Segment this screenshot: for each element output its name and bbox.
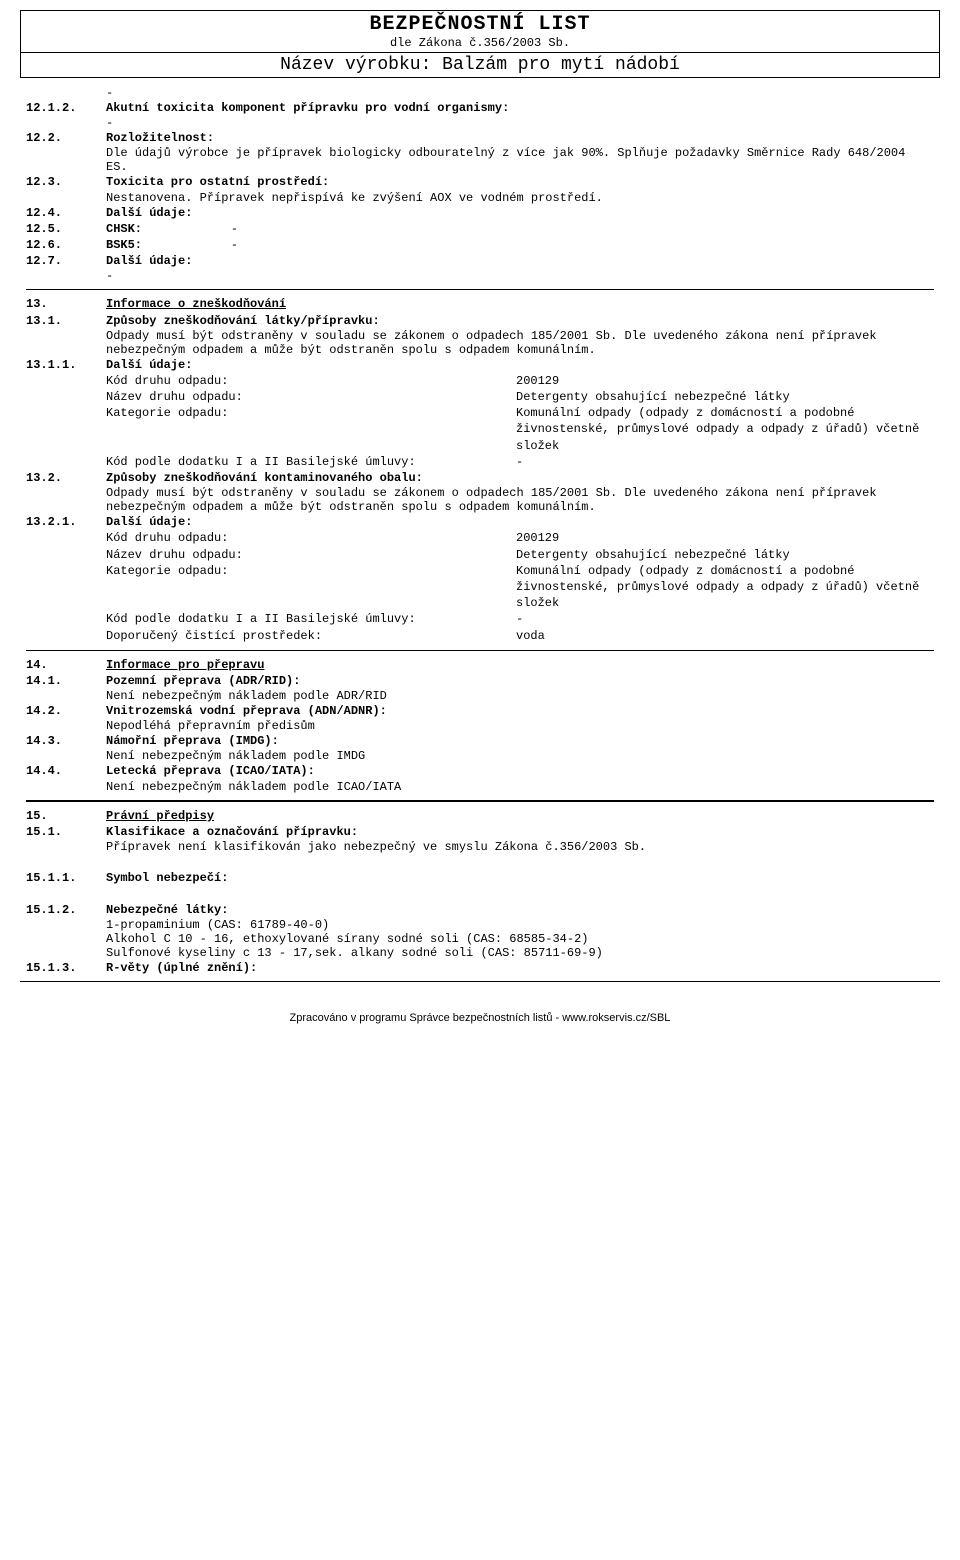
section-num: 13.1. — [26, 313, 106, 329]
section-label: Způsoby zneškodňování kontaminovaného ob… — [106, 470, 934, 486]
document-header-table: BEZPEČNOSTNÍ LIST dle Zákona č.356/2003 … — [20, 10, 940, 78]
section-heading: Informace o zneškodňování — [106, 296, 934, 312]
section-num: 15.1. — [26, 824, 106, 840]
section-num: 12.5. — [26, 221, 106, 237]
section-label: R-věty (úplné znění): — [106, 960, 934, 976]
section-label: Klasifikace a označování přípravku: — [106, 824, 934, 840]
body-text: Není nebezpečným nákladem podle ADR/RID — [106, 689, 934, 703]
section-label: Pozemní přeprava (ADR/RID): — [106, 673, 934, 689]
section-num: 15. — [26, 808, 106, 824]
body-text: - — [106, 269, 934, 283]
section-label: Další údaje: — [106, 205, 934, 221]
section-label: Námořní přeprava (IMDG): — [106, 733, 934, 749]
kv-val: 200129 — [516, 373, 934, 389]
section-num: 13.2. — [26, 470, 106, 486]
section-num: 14.3. — [26, 733, 106, 749]
footer-text: Zpracováno v programu Správce bezpečnost… — [20, 1012, 940, 1024]
kv-key: Doporučený čistící prostředek: — [106, 628, 516, 644]
section-num: 14. — [26, 657, 106, 673]
section-label: Vnitrozemská vodní přeprava (ADN/ADNR): — [106, 703, 934, 719]
section-num: 15.1.3. — [26, 960, 106, 976]
value-text: - — [231, 238, 238, 252]
header-sub: dle Zákona č.356/2003 Sb. — [29, 36, 931, 50]
label-text: BSK5: — [106, 237, 166, 253]
section-num: 14.2. — [26, 703, 106, 719]
body-text: Odpady musí být odstraněny v souladu se … — [106, 486, 934, 514]
kv-key: Kód podle dodatku I a II Basilejské úmlu… — [106, 611, 516, 627]
divider — [26, 289, 934, 290]
section-num: 13.1.1. — [26, 357, 106, 373]
section-num: 12.1.2. — [26, 100, 106, 116]
body-text: - — [106, 116, 934, 130]
header-cell-top: BEZPEČNOSTNÍ LIST dle Zákona č.356/2003 … — [21, 11, 940, 53]
kv-key: Název druhu odpadu: — [106, 389, 516, 405]
section-heading: Právní předpisy — [106, 808, 934, 824]
section-num: 13.2.1. — [26, 514, 106, 530]
body-text: Odpady musí být odstraněny v souladu se … — [106, 329, 934, 357]
section-num: 13. — [26, 296, 106, 312]
body-text: Dle údajů výrobce je přípravek biologick… — [106, 146, 934, 174]
kv-key: Kategorie odpadu: — [106, 405, 516, 454]
spacer — [26, 854, 934, 870]
kv-val: Komunální odpady (odpady z domácností a … — [516, 405, 934, 454]
body-text: Přípravek není klasifikován jako nebezpe… — [106, 840, 934, 854]
section-heading: Informace pro přepravu — [106, 657, 934, 673]
body-text: Není nebezpečným nákladem podle IMDG — [106, 749, 934, 763]
section-label: Způsoby zneškodňování látky/přípravku: — [106, 313, 934, 329]
section-num: 12.7. — [26, 253, 106, 269]
body-text: Sulfonové kyseliny c 13 - 17,sek. alkany… — [106, 946, 934, 960]
section-num: 14.4. — [26, 763, 106, 779]
divider — [26, 650, 934, 651]
thick-divider — [26, 800, 934, 802]
kv-key: Kód druhu odpadu: — [106, 530, 516, 546]
kv-val: Komunální odpady (odpady z domácností a … — [516, 563, 934, 612]
kv-key: Kategorie odpadu: — [106, 563, 516, 612]
body-text: Nestanovena. Přípravek nepřispívá ke zvý… — [106, 191, 934, 205]
kv-val: - — [516, 611, 934, 627]
kv-val: Detergenty obsahující nebezpečné látky — [516, 389, 934, 405]
section-num: 15.1.1. — [26, 870, 106, 886]
section-label: Toxicita pro ostatní prostředí: — [106, 174, 934, 190]
document-body: - 12.1.2. Akutní toxicita komponent příp… — [20, 86, 940, 977]
header-main-title: BEZPEČNOSTNÍ LIST — [29, 13, 931, 36]
section-label: Rozložitelnost: — [106, 130, 934, 146]
label-text: CHSK: — [106, 221, 166, 237]
body-text: Alkohol C 10 - 16, ethoxylované sírany s… — [106, 932, 934, 946]
kv-val: - — [516, 454, 934, 470]
section-label: Nebezpečné látky: — [106, 902, 934, 918]
section-num: 12.6. — [26, 237, 106, 253]
section-num: 12.3. — [26, 174, 106, 190]
kv-val: Detergenty obsahující nebezpečné látky — [516, 547, 934, 563]
section-label: BSK5: - — [106, 237, 934, 253]
section-label: Akutní toxicita komponent přípravku pro … — [106, 100, 934, 116]
kv-key: Kód podle dodatku I a II Basilejské úmlu… — [106, 454, 516, 470]
body-text: - — [106, 86, 934, 100]
kv-val: 200129 — [516, 530, 934, 546]
value-text: - — [231, 222, 238, 236]
section-num: 14.1. — [26, 673, 106, 689]
section-label: CHSK: - — [106, 221, 934, 237]
footer-divider — [20, 981, 940, 982]
kv-key: Kód druhu odpadu: — [106, 373, 516, 389]
kv-val: voda — [516, 628, 934, 644]
body-text: Není nebezpečným nákladem podle ICAO/IAT… — [106, 780, 934, 794]
kv-key: Název druhu odpadu: — [106, 547, 516, 563]
spacer — [26, 886, 934, 902]
header-product-cell: Název výrobku: Balzám pro mytí nádobí — [21, 53, 940, 78]
section-label: Letecká přeprava (ICAO/IATA): — [106, 763, 934, 779]
section-label: Další údaje: — [106, 357, 934, 373]
section-num: 15.1.2. — [26, 902, 106, 918]
section-num: 12.2. — [26, 130, 106, 146]
body-text: Nepodléhá přepravním předisům — [106, 719, 934, 733]
section-label: Symbol nebezpečí: — [106, 870, 934, 886]
section-label: Další údaje: — [106, 514, 934, 530]
section-label: Další údaje: — [106, 253, 934, 269]
body-text: 1-propaminium (CAS: 61789-40-0) — [106, 918, 934, 932]
section-num: 12.4. — [26, 205, 106, 221]
